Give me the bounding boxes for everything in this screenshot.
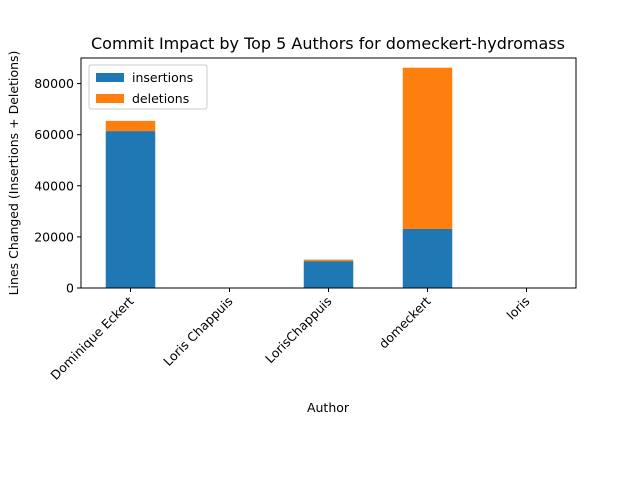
bar-deletions-2 — [303, 259, 354, 262]
legend-label-insertions: insertions — [132, 70, 193, 85]
bars-group — [105, 67, 453, 288]
legend: insertions deletions — [88, 64, 208, 110]
y-tick-label: 20000 — [34, 229, 74, 244]
y-axis: 0 20000 40000 60000 80000 — [34, 76, 81, 296]
bar-insertions-0 — [105, 131, 156, 288]
bar-deletions-3 — [402, 67, 453, 229]
y-axis-label: Lines Changed (Insertions + Deletions) — [6, 51, 21, 296]
bar-deletions-0 — [105, 120, 156, 132]
y-tick-label: 60000 — [34, 127, 74, 142]
y-tick-label: 80000 — [34, 76, 74, 91]
x-axis-label: Author — [307, 400, 350, 415]
legend-label-deletions: deletions — [132, 91, 189, 106]
bar-insertions-2 — [303, 261, 354, 288]
bar-insertions-3 — [402, 228, 453, 288]
legend-swatch-insertions — [96, 73, 124, 82]
legend-swatch-deletions — [96, 94, 124, 103]
chart-title: Commit Impact by Top 5 Authors for domec… — [91, 34, 565, 53]
y-tick-label: 40000 — [34, 178, 74, 193]
y-tick-label: 0 — [66, 281, 74, 296]
plot-area-frame — [80, 57, 577, 289]
